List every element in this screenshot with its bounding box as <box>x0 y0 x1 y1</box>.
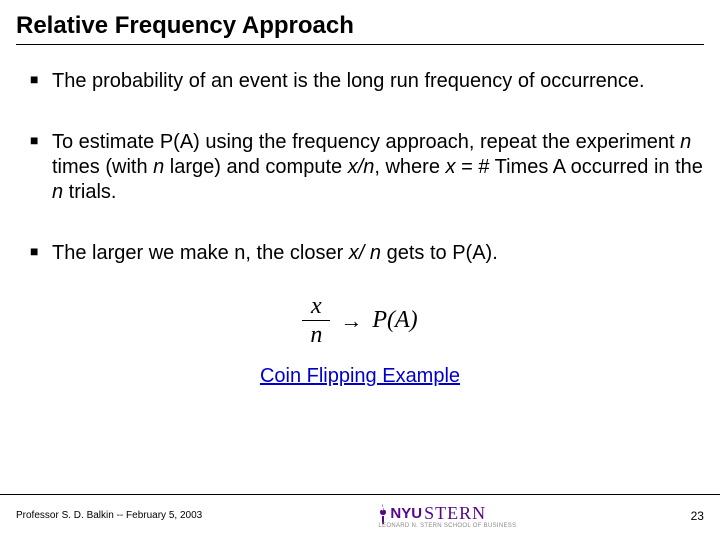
bullet-item: The probability of an event is the long … <box>30 69 704 94</box>
slide: Relative Frequency Approach The probabil… <box>0 0 720 540</box>
nyu-logo-text: NYU <box>390 505 422 522</box>
bullet-list: The probability of an event is the long … <box>16 69 704 266</box>
torch-icon <box>376 503 390 525</box>
arrow-icon: → <box>340 308 362 334</box>
fraction-numerator: x <box>307 292 326 320</box>
bullet-text: The probability of an event is the long … <box>52 70 645 92</box>
slide-title: Relative Frequency Approach <box>16 12 704 45</box>
fraction-denominator: n <box>306 321 326 349</box>
link-row: Coin Flipping Example <box>16 365 704 388</box>
footer: Professor S. D. Balkin -- February 5, 20… <box>0 494 720 532</box>
formula: x n → P(A) <box>16 292 704 349</box>
formula-inner: x n → P(A) <box>302 292 417 349</box>
footer-logo: NYU STERN LEONARD N. STERN SCHOOL OF BUS… <box>376 503 516 529</box>
bullet-item: To estimate P(A) using the frequency app… <box>30 130 704 205</box>
example-link[interactable]: Coin Flipping Example <box>260 365 460 387</box>
bullet-item: The larger we make n, the closer x/ n ge… <box>30 241 704 266</box>
formula-rhs: P(A) <box>372 307 417 334</box>
bullet-text: The larger we make n, the closer x/ n ge… <box>52 242 498 264</box>
page-number: 23 <box>691 509 704 523</box>
bullet-text: To estimate P(A) using the frequency app… <box>52 131 703 203</box>
fraction: x n <box>302 292 330 349</box>
footer-left-text: Professor S. D. Balkin -- February 5, 20… <box>16 510 202 521</box>
stern-subtext: LEONARD N. STERN SCHOOL OF BUSINESS <box>378 523 516 529</box>
stern-text: STERN <box>424 503 486 524</box>
